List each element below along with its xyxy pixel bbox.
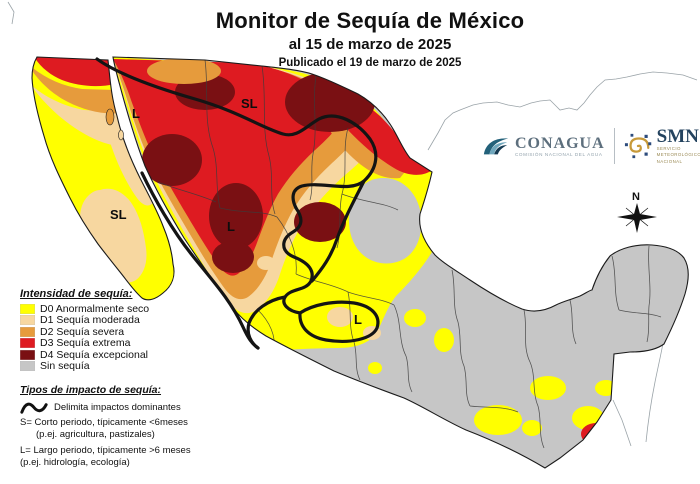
impact-delimiter-row: Delimita impactos dominantes bbox=[20, 400, 220, 415]
baja-d2-band bbox=[32, 64, 121, 114]
legend-swatch-none bbox=[20, 361, 35, 372]
conagua-logo: CONAGUA COMISIÓN NACIONAL DEL AGUA bbox=[482, 135, 605, 157]
chiapas-d2-patch bbox=[596, 439, 614, 453]
baja-d1-band bbox=[32, 84, 131, 147]
intensity-legend: Intensidad de sequía: D0 Anormalmente se… bbox=[20, 288, 190, 372]
impact-legend-title: Tipos de impacto de sequía: bbox=[20, 384, 162, 396]
impact-line-wiggle bbox=[282, 206, 314, 315]
legend-label-d0: D0 Anormalmente seco bbox=[40, 302, 150, 315]
institution-logos: CONAGUA COMISIÓN NACIONAL DEL AGUA SMN S bbox=[482, 126, 700, 164]
compass-n-label: N bbox=[632, 191, 640, 203]
gulf-island-1 bbox=[105, 108, 115, 126]
intensity-legend-title: Intensidad de sequía: bbox=[20, 288, 133, 300]
baja-outline bbox=[31, 56, 175, 301]
smn-subtitle-line3: NACIONAL bbox=[656, 158, 683, 164]
legend-row-d4: D4 Sequía excepcional bbox=[20, 349, 190, 361]
legend-row-d2: D2 Sequía severa bbox=[20, 326, 190, 338]
impact-long-term-line1: L= Largo periodo, típicamente >6 meses bbox=[20, 445, 191, 456]
legend-swatch-d0 bbox=[20, 303, 35, 314]
legend-swatch-d3 bbox=[20, 338, 35, 349]
legend-swatch-d1 bbox=[20, 315, 35, 326]
impact-lines bbox=[95, 57, 380, 350]
label-l-durango: L bbox=[227, 219, 235, 234]
conagua-subtitle: COMISIÓN NACIONAL DEL AGUA bbox=[515, 151, 603, 157]
legend-label-d1: D1 Sequía moderada bbox=[40, 314, 140, 327]
gulf-island-2 bbox=[118, 129, 124, 141]
sonora-d2-patch bbox=[147, 58, 221, 84]
logo-divider bbox=[613, 128, 615, 164]
impact-line-north bbox=[95, 57, 378, 210]
legend-label-d4: D4 Sequía excepcional bbox=[40, 348, 148, 361]
smn-logo: SMN SERVICIO METEOROLÓGICO NACIONAL bbox=[624, 126, 700, 164]
legend-label-none: Sin sequía bbox=[40, 360, 90, 373]
impact-line-coast bbox=[140, 171, 260, 350]
legend-swatch-d4 bbox=[20, 349, 35, 360]
label-sl-baja: SL bbox=[110, 207, 127, 222]
squiggle-line-icon bbox=[20, 402, 48, 414]
smn-subtitle-line1: SERVICIO bbox=[656, 146, 681, 152]
legend-row-d1: D1 Sequía moderada bbox=[20, 314, 190, 327]
d3-region bbox=[113, 59, 345, 276]
compass-north: N bbox=[617, 191, 657, 233]
legend-swatch-d2 bbox=[20, 326, 35, 337]
smn-wordmark: SMN bbox=[656, 126, 699, 148]
legend-row-d3: D3 Sequía extrema bbox=[20, 337, 190, 350]
legend-row-none: Sin sequía bbox=[20, 360, 190, 373]
legend-row-d0: D0 Anormalmente seco bbox=[20, 303, 190, 315]
label-sl-north: SL bbox=[241, 96, 258, 111]
smn-subtitle-line2: METEOROLÓGICO bbox=[656, 152, 700, 158]
us-coastline bbox=[7, 1, 698, 151]
legend-label-d2: D2 Sequía severa bbox=[40, 325, 125, 338]
impact-long-term-line2: (p.ej. hidrología, ecología) bbox=[20, 456, 130, 468]
conagua-wave-icon bbox=[483, 138, 509, 155]
map-impact-labels: L SL SL L L bbox=[110, 96, 362, 327]
impact-delimiter-label: Delimita impactos dominantes bbox=[54, 401, 181, 413]
legend-label-d3: D3 Sequía extrema bbox=[40, 337, 131, 350]
label-l-center: L bbox=[354, 312, 362, 327]
conagua-wordmark: CONAGUA bbox=[515, 134, 605, 152]
impact-short-term-line1: S= Corto periodo, típicamente <6meses bbox=[20, 417, 188, 428]
impact-line-ne-arm bbox=[310, 179, 366, 283]
impact-line-center-loop bbox=[298, 300, 380, 343]
chiapas-d3-patch bbox=[581, 423, 611, 445]
smn-spiral-icon bbox=[624, 133, 651, 159]
ne-gray-pocket bbox=[348, 178, 422, 264]
impact-legend: Tipos de impacto de sequía: Delimita imp… bbox=[20, 384, 220, 468]
label-l-sonora: L bbox=[132, 106, 140, 121]
compass-cross bbox=[625, 207, 649, 227]
impact-short-term-line2: (p.ej. agricultura, pastizales) bbox=[36, 428, 155, 440]
compass-star bbox=[617, 203, 657, 233]
